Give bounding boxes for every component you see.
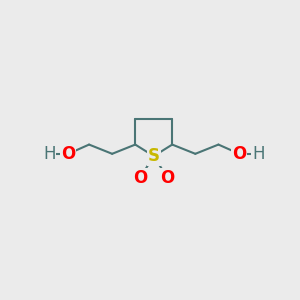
Text: H: H (252, 145, 264, 163)
Text: O: O (160, 169, 175, 187)
Text: H: H (43, 145, 56, 163)
Text: S: S (148, 147, 160, 165)
Text: O: O (133, 169, 147, 187)
Text: O: O (61, 145, 75, 163)
Text: O: O (232, 145, 246, 163)
